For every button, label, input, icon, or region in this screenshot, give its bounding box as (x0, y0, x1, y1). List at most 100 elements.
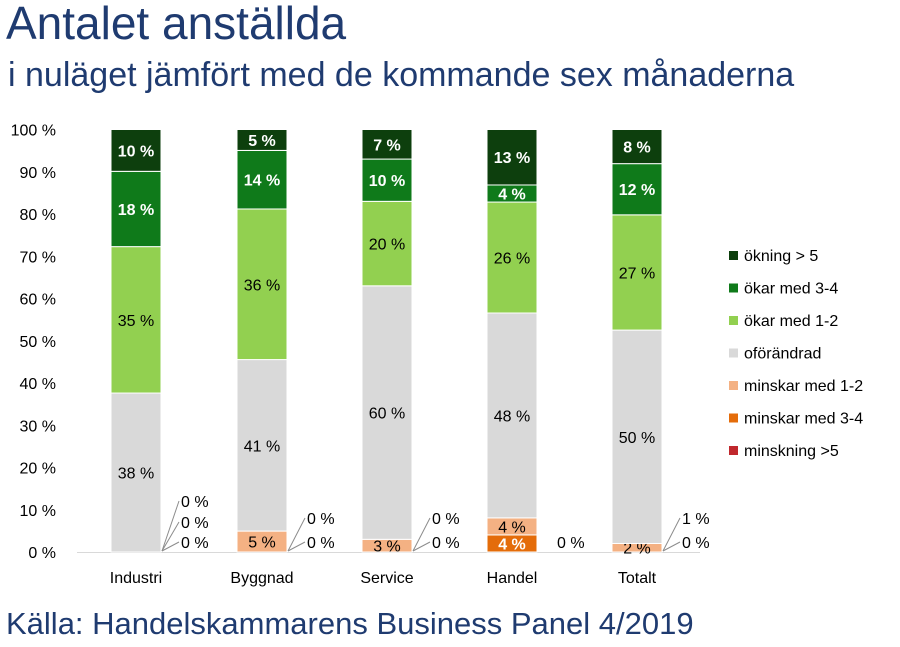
legend-swatch (729, 283, 738, 293)
bar-stack-byggnad: 5 % 41 % 36 % 14 % 5 % (236, 129, 288, 553)
data-label: 20 % (369, 237, 405, 254)
outside-labels-service: 0 %0 % (412, 511, 460, 552)
data-label: 14 % (244, 173, 280, 190)
bar-segment (361, 129, 413, 160)
y-tick-label: 70 % (20, 249, 56, 266)
data-label: 35 % (118, 313, 154, 330)
y-tick-label: 10 % (20, 503, 56, 520)
bar-stack-service: 3 % 60 % 20 % 10 % 7 % (361, 129, 413, 556)
chart-title: Antalet anställda (6, 0, 347, 49)
legend-label: minskning >5 (744, 443, 839, 460)
bar-segment (611, 214, 663, 331)
bar-segment (236, 359, 288, 532)
bar-segment (486, 312, 538, 519)
data-label: 48 % (494, 408, 530, 425)
legend-label: minskar med 3-4 (744, 411, 863, 428)
x-tick-label: Totalt (618, 570, 657, 587)
y-tick-label: 60 % (20, 292, 56, 309)
bar-segment (110, 392, 162, 553)
bar-segment (486, 201, 538, 314)
data-label: 5 % (248, 133, 276, 150)
data-label: 10 % (118, 143, 154, 160)
leader-line (662, 541, 681, 552)
bar-segment (110, 129, 162, 172)
bar-segment (110, 246, 162, 394)
outside-data-label: 0 % (682, 535, 710, 552)
bar-stack-industri: 38 % 35 % 18 % 10 % (110, 129, 162, 553)
data-label: 36 % (244, 277, 280, 294)
outside-data-label: 0 % (557, 535, 585, 552)
bar-segment (486, 129, 538, 186)
bar-segment (236, 129, 288, 151)
bar-segment (361, 285, 413, 540)
outside-data-label: 1 % (682, 511, 710, 528)
bar-stack-handel: 4 %4 %48 %26 %4 %13 % (486, 129, 538, 553)
outside-data-label: 0 % (181, 535, 209, 552)
legend-swatch (729, 251, 738, 260)
bar-segment (236, 149, 288, 210)
outside-data-label: 0 % (181, 515, 209, 532)
y-tick-label: 30 % (20, 418, 56, 435)
legend-swatch (729, 348, 738, 358)
legend-label: ökning > 5 (744, 248, 818, 265)
outside-data-label: 0 % (307, 511, 335, 528)
outside-data-label: 0 % (181, 494, 209, 511)
bar-stack-totalt: 2 % 50 % 27 % 12 % 8 % (611, 129, 663, 558)
legend-label: ökar med 3-4 (744, 281, 838, 298)
legend-label: minskar med 1-2 (744, 378, 863, 395)
x-tick-label: Byggnad (230, 570, 293, 587)
data-label: 18 % (118, 202, 154, 219)
outside-labels-industri: 0 % 0 % 0 % (161, 494, 209, 552)
legend-label: oförändrad (744, 346, 821, 363)
leader-line (662, 517, 681, 552)
outside-data-label: 0 % (432, 511, 460, 528)
legend-swatch (729, 316, 738, 325)
bar-segment (361, 200, 413, 287)
leader-line (287, 517, 306, 552)
data-label: 12 % (619, 182, 655, 199)
outside-labels-handel: 0 % (557, 535, 585, 552)
chart-subtitle: i nuläget jämfört med de kommande sex må… (8, 56, 795, 94)
data-label: 4 % (498, 187, 526, 204)
legend-label: ökar med 1-2 (744, 313, 838, 330)
data-label: 7 % (373, 137, 401, 154)
bar-segment (611, 129, 663, 165)
data-label: 10 % (369, 173, 405, 190)
leader-line (161, 500, 180, 552)
y-tick-label: 0 % (28, 545, 56, 562)
leader-line (287, 541, 306, 552)
data-label: 8 % (623, 140, 651, 157)
bar-segment (110, 170, 162, 248)
y-tick-label: 80 % (20, 207, 56, 224)
y-tick-label: 50 % (20, 334, 56, 351)
leader-line (161, 521, 180, 552)
data-label: 4 % (498, 519, 526, 536)
outside-data-label: 0 % (307, 535, 335, 552)
x-tick-label: Service (360, 570, 413, 587)
data-label: 2 % (623, 541, 651, 558)
x-tick-label: Industri (110, 570, 162, 587)
y-tick-label: 90 % (20, 165, 56, 182)
stacked-bar-chart: 0 % 10 % 20 % 30 % 40 % 50 % 60 % 70 % 80 % 90 % 1… (11, 123, 864, 588)
data-label: 41 % (244, 438, 280, 455)
y-tick-label: 40 % (20, 376, 56, 393)
bar-segment (611, 329, 663, 544)
data-label: 3 % (373, 539, 401, 556)
source-note: Källa: Handelskammarens Business Panel 4… (6, 606, 694, 641)
data-label: 5 % (248, 535, 276, 552)
data-label: 60 % (369, 406, 405, 423)
bar-segment (361, 158, 413, 202)
outside-labels-totalt: 1 %0 % (662, 511, 710, 552)
leader-line (161, 541, 180, 552)
data-label: 26 % (494, 251, 530, 268)
data-label: 13 % (494, 150, 530, 167)
outside-labels-byggnad: 0 %0 % (287, 511, 335, 552)
leader-line (412, 541, 431, 552)
legend-swatch (729, 446, 738, 455)
leader-line (412, 517, 431, 552)
y-tick-label: 20 % (20, 461, 56, 478)
legend: ökning > 5 ökar med 3-4 ökar med 1-2 oförän… (729, 248, 863, 460)
y-tick-label: 100 % (11, 123, 56, 140)
data-label: 38 % (118, 466, 154, 483)
data-label: 50 % (619, 430, 655, 447)
